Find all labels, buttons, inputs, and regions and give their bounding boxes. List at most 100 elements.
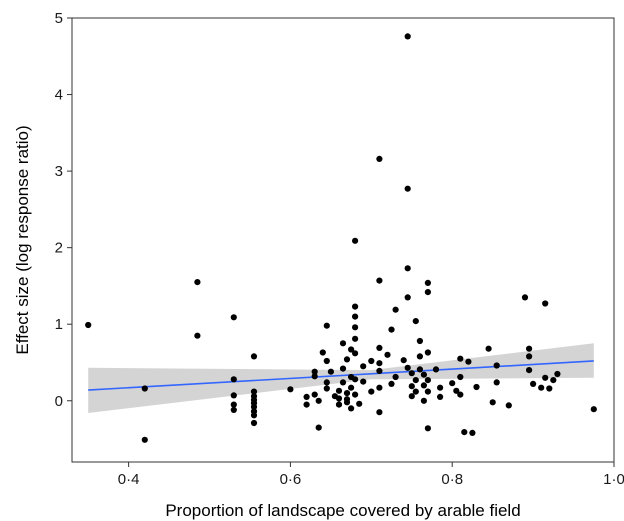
data-point [352,376,359,383]
points-layer [85,33,597,443]
data-point [230,376,237,383]
data-point [323,322,330,329]
data-point [339,340,347,347]
data-point [424,377,431,384]
fit-line-layer [88,360,594,391]
data-point [250,412,258,419]
data-point [542,374,549,381]
x-tick-label: 1·0 [603,471,624,488]
data-point [457,373,464,381]
data-point [404,294,411,301]
data-point [335,395,343,402]
x-tick-label: 0·8 [441,471,463,488]
data-point [250,419,258,427]
data-point [392,306,399,313]
data-point [404,33,411,40]
data-point [311,368,318,375]
data-point [384,351,391,358]
data-point [376,277,383,284]
data-point [141,436,148,443]
data-point [323,379,330,386]
y-tick-label: 4 [55,87,63,104]
data-point [376,360,383,367]
data-point [424,289,431,296]
data-point [420,397,427,404]
data-point [404,185,411,192]
data-point [453,387,460,394]
data-point [416,337,423,345]
data-point [542,300,549,307]
data-point [230,392,237,399]
data-point [315,397,322,404]
y-tick-label: 2 [55,240,63,257]
data-point [230,314,237,321]
data-point [432,366,440,373]
data-point [526,345,533,352]
data-point [412,377,419,384]
data-point [311,391,318,398]
data-point [360,363,367,370]
y-tick-label: 3 [55,163,63,180]
data-point [550,377,557,384]
data-point [420,382,427,389]
data-point [526,367,533,374]
x-tick-label: 0·6 [280,471,302,488]
data-point [461,429,468,436]
data-point [85,321,92,329]
data-point [408,370,415,377]
data-point [311,373,318,380]
data-point [352,324,359,331]
data-point [339,379,347,386]
data-point [250,388,258,395]
data-point [352,237,359,244]
data-point [493,379,500,386]
data-point [530,380,537,387]
data-point [526,353,533,360]
y-axis-title: Effect size (log response ratio) [13,125,32,354]
data-point [376,367,383,374]
data-point [319,349,326,356]
data-point [348,384,355,391]
data-point [339,365,347,372]
x-axis-title: Proportion of landscape covered by arabl… [165,501,520,520]
x-axis: 0·4 0·6 0·8 1·0 [118,462,624,488]
data-point [335,387,343,394]
data-point [457,391,464,398]
data-point [250,353,258,360]
data-point [493,362,500,369]
data-point [356,400,363,407]
fit-line [88,360,594,391]
data-point [315,424,322,431]
data-point [408,383,415,390]
data-point [546,385,553,392]
data-point [348,405,355,412]
data-point [230,401,237,408]
data-point [489,399,496,406]
data-point [194,279,201,286]
y-axis: 0 1 2 3 4 5 [55,10,72,410]
data-point [194,332,201,339]
y-tick-label: 1 [55,316,63,333]
data-point [287,386,294,393]
data-point [521,294,529,301]
data-point [404,265,411,272]
data-point [416,366,423,373]
data-point [303,401,310,408]
data-point [412,318,419,325]
data-point [449,380,456,387]
data-point [352,313,359,320]
data-point [388,326,395,333]
data-point [420,371,427,378]
data-point [352,391,359,398]
data-point [360,378,367,385]
data-point [469,429,476,436]
data-point [335,401,343,408]
data-point [404,364,411,371]
data-point [348,346,355,353]
data-point [250,403,258,410]
data-point [352,350,359,357]
data-point [424,388,431,395]
data-point [437,384,444,391]
data-point [303,393,310,400]
